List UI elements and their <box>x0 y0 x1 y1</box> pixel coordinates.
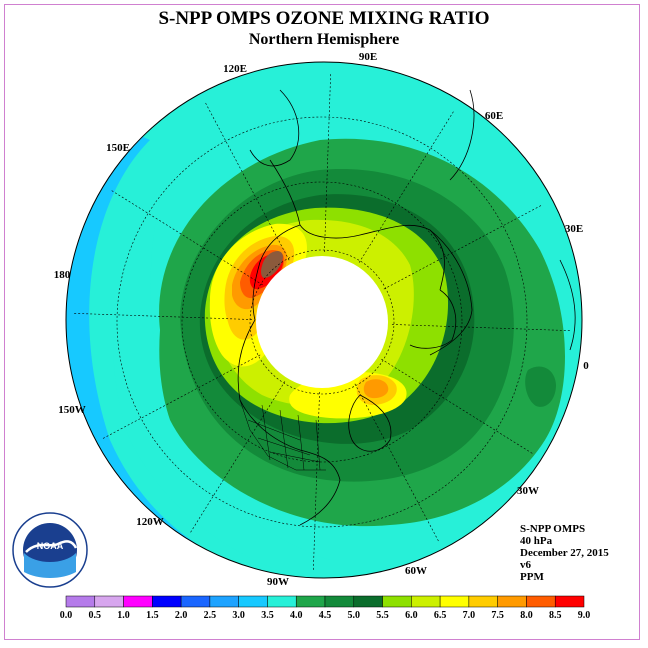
svg-text:NOAA: NOAA <box>37 541 64 551</box>
map-boundary <box>65 61 583 579</box>
coastlines <box>237 89 576 526</box>
meta-date: December 27, 2015 <box>520 547 609 559</box>
meridian-line <box>72 312 253 320</box>
colorbar-tick-label: 9.0 <box>577 610 591 621</box>
colorbar-swatch <box>65 595 96 608</box>
longitude-label: 150E <box>106 142 130 154</box>
meta-instrument: S-NPP OMPS <box>520 523 586 535</box>
colorbar-swatch <box>468 595 498 608</box>
meridian-line <box>383 204 543 290</box>
meridian-line <box>109 189 263 286</box>
longitude-label: 150W <box>58 404 86 416</box>
meridian-line <box>391 324 572 332</box>
colorbar-tick-label: 7.0 <box>462 610 476 621</box>
colorbar-swatch <box>554 595 585 608</box>
colorbar-tick-label: 0.0 <box>59 610 73 621</box>
meridian-line <box>101 354 261 440</box>
meridian-line <box>381 358 535 455</box>
colorbar-tick-label: 0.5 <box>88 610 102 621</box>
meridian-line <box>189 381 286 535</box>
meta-version: v6 <box>520 559 531 571</box>
colorbar-tick-label: 6.0 <box>405 610 418 621</box>
ozone-band-9p0 <box>261 251 283 278</box>
graticule <box>116 116 528 528</box>
colorbar-swatch <box>411 595 441 608</box>
colorbar-tick-label: 2.0 <box>174 610 188 621</box>
colorbar-tick-label: 3.5 <box>261 610 274 621</box>
ozone-field <box>66 62 582 578</box>
colorbar-swatch <box>526 595 556 608</box>
meridian-line <box>358 109 455 263</box>
colorbar-swatch <box>209 595 239 608</box>
colorbar-swatch <box>180 595 211 608</box>
longitude-label: 180 <box>53 269 71 281</box>
longitude-label: 0 <box>583 360 589 372</box>
longitude-label: 30W <box>517 485 539 497</box>
meridian-line <box>354 383 440 543</box>
colorbar-tick-label: 5.5 <box>376 610 389 621</box>
meridian-line <box>204 101 290 261</box>
meridian-line <box>324 72 332 253</box>
colorbar-tick-label: 8.0 <box>520 610 533 621</box>
colorbar-swatch <box>324 595 355 608</box>
meta-pressure-level: 40 hPa <box>520 535 553 547</box>
colorbar-swatch <box>295 595 326 608</box>
colorbar-tick-label: 5.0 <box>347 610 361 621</box>
longitude-label: 60W <box>405 565 427 577</box>
colorbar <box>65 595 585 608</box>
noaa-logo: NOAA <box>12 512 88 588</box>
longitude-label: 90W <box>267 576 289 588</box>
colorbar-swatch <box>123 595 153 608</box>
map-subtitle: Northern Hemisphere <box>248 31 400 48</box>
colorbar-tick-label: 3.0 <box>232 610 245 621</box>
political-borders <box>239 399 326 471</box>
meridian-lines <box>72 72 572 572</box>
colorbar-tick-label: 1.5 <box>146 610 159 621</box>
colorbar-swatch <box>353 595 383 608</box>
colorbar-tick-label: 8.5 <box>548 610 562 621</box>
colorbar-tick-label: 4.0 <box>289 610 303 621</box>
ozone-band-3p5-inner <box>113 180 330 578</box>
colorbar-tick-label: 1.0 <box>117 610 130 621</box>
colorbar-swatch <box>497 595 527 608</box>
colorbar-swatch <box>382 595 412 608</box>
ozone-patch-atlantic <box>525 366 556 407</box>
longitude-label: 120W <box>136 516 164 528</box>
colorbar-swatch <box>238 595 268 608</box>
map-title: S-NPP OMPS OZONE MIXING RATIO <box>158 8 490 29</box>
meta-units: PPM <box>520 571 544 583</box>
meridian-line <box>312 391 320 572</box>
colorbar-swatch <box>267 595 297 608</box>
colorbar-swatch <box>152 595 182 608</box>
colorbar-tick-label: 7.5 <box>491 610 504 621</box>
figure-frame <box>4 4 640 640</box>
longitude-label: 30E <box>564 223 584 235</box>
ozone-band-3p0 <box>66 100 330 578</box>
longitude-label: 120E <box>223 63 247 75</box>
longitude-label: 90E <box>358 51 378 63</box>
colorbar-swatch <box>439 595 470 608</box>
colorbar-tick-label: 6.5 <box>433 610 447 621</box>
ozone-band-7p5-secondary <box>363 379 389 399</box>
colorbar-swatch <box>94 595 124 608</box>
colorbar-tick-label: 2.5 <box>203 610 217 621</box>
polar-night-cap <box>256 256 388 388</box>
longitude-label: 60E <box>484 110 504 122</box>
colorbar-tick-label: 4.5 <box>318 610 332 621</box>
